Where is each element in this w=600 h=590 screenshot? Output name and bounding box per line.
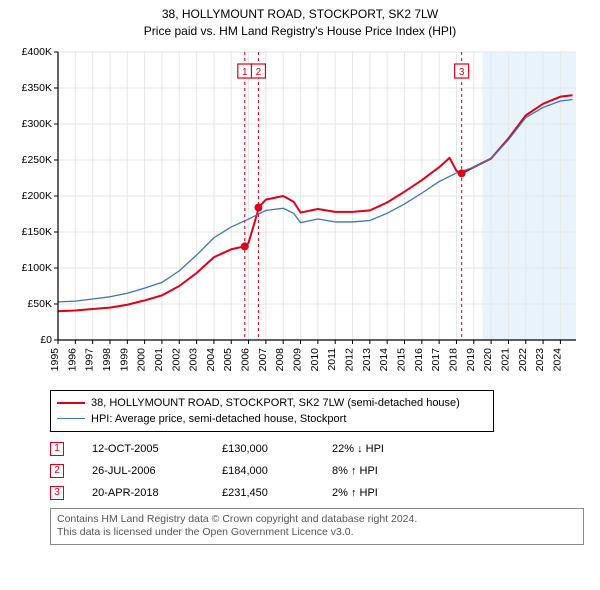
transaction-date: 26-JUL-2006 [92,465,222,477]
transaction-price: £130,000 [222,443,332,455]
svg-text:2014: 2014 [378,347,390,371]
svg-text:1998: 1998 [101,347,113,371]
svg-text:2018: 2018 [447,347,459,371]
svg-text:2004: 2004 [205,347,217,371]
legend-item: HPI: Average price, semi-detached house,… [57,411,487,427]
transaction-hpi-diff: 2% ↑ HPI [332,487,442,499]
transaction-date: 12-OCT-2005 [92,443,222,455]
transaction-table: 1 12-OCT-2005£130,00022% ↓ HPI 2 26-JUL-200… [50,438,592,504]
svg-text:2019: 2019 [465,347,477,371]
svg-text:£150K: £150K [22,226,52,238]
transaction-hpi-diff: 22% ↓ HPI [332,443,442,455]
svg-text:2020: 2020 [482,347,494,371]
svg-text:£350K: £350K [22,82,52,94]
legend-swatch [57,418,85,419]
transaction-hpi-diff: 8% ↑ HPI [332,465,442,477]
transaction-marker: 2 [50,464,64,478]
transaction-row: 2 26-JUL-2006£184,0008% ↑ HPI [50,460,592,482]
footer-attribution: Contains HM Land Registry data © Crown c… [50,508,584,545]
svg-text:£100K: £100K [22,262,52,274]
legend-item: 38, HOLLYMOUNT ROAD, STOCKPORT, SK2 7LW … [57,395,487,411]
svg-text:2011: 2011 [326,347,338,370]
footer-line-1: Contains HM Land Registry data © Crown c… [57,513,577,527]
svg-text:1996: 1996 [66,347,78,371]
svg-text:1997: 1997 [84,347,96,371]
svg-text:£400K: £400K [22,46,52,58]
transaction-marker: 3 [50,486,64,500]
footer-line-2: This data is licensed under the Open Gov… [57,526,577,540]
svg-text:2000: 2000 [136,347,148,371]
svg-text:2003: 2003 [188,347,200,371]
svg-text:2016: 2016 [413,347,425,371]
svg-text:2013: 2013 [361,347,373,371]
svg-text:2008: 2008 [274,347,286,371]
svg-text:2022: 2022 [517,347,529,371]
svg-text:£300K: £300K [22,118,52,130]
transaction-price: £184,000 [222,465,332,477]
svg-text:2010: 2010 [309,347,321,371]
svg-text:2: 2 [256,67,262,78]
transaction-date: 20-APR-2018 [92,487,222,499]
transaction-row: 1 12-OCT-2005£130,00022% ↓ HPI [50,438,592,460]
chart-svg: £0 £50K £100K £150K £200K £250K £300K £350K £400… [8,44,588,384]
svg-text:2015: 2015 [395,347,407,371]
title-block: 38, HOLLYMOUNT ROAD, STOCKPORT, SK2 7LW … [8,6,592,40]
svg-text:£50K: £50K [27,298,52,310]
transaction-row: 3 20-APR-2018£231,4502% ↑ HPI [50,482,592,504]
svg-text:1999: 1999 [118,347,130,371]
svg-text:2002: 2002 [170,347,182,371]
svg-text:2001: 2001 [153,347,165,371]
legend-swatch [57,402,85,404]
svg-text:2007: 2007 [257,347,269,371]
svg-text:2012: 2012 [344,347,356,371]
title-line-1: 38, HOLLYMOUNT ROAD, STOCKPORT, SK2 7LW [8,6,592,23]
svg-text:3: 3 [459,67,465,78]
svg-text:2006: 2006 [240,347,252,371]
figure-container: 38, HOLLYMOUNT ROAD, STOCKPORT, SK2 7LW … [0,0,600,553]
legend-label: 38, HOLLYMOUNT ROAD, STOCKPORT, SK2 7LW … [91,397,460,409]
legend: 38, HOLLYMOUNT ROAD, STOCKPORT, SK2 7LW … [50,390,494,432]
svg-text:2024: 2024 [551,347,563,371]
svg-text:£0: £0 [40,334,52,346]
svg-text:2017: 2017 [430,347,442,371]
svg-text:1995: 1995 [49,347,61,371]
transaction-marker: 1 [50,442,64,456]
svg-text:2009: 2009 [292,347,304,371]
svg-text:2021: 2021 [499,347,511,371]
transaction-price: £231,450 [222,487,332,499]
svg-text:1: 1 [242,67,248,78]
svg-text:£200K: £200K [22,190,52,202]
legend-label: HPI: Average price, semi-detached house,… [91,413,346,425]
svg-text:2023: 2023 [534,347,546,371]
svg-text:2005: 2005 [222,347,234,371]
chart: £0 £50K £100K £150K £200K £250K £300K £350K £400… [8,44,588,384]
title-line-2: Price paid vs. HM Land Registry's House … [8,23,592,40]
svg-text:£250K: £250K [22,154,52,166]
